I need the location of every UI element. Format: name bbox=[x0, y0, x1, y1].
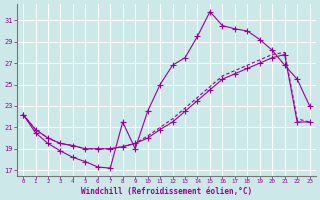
X-axis label: Windchill (Refroidissement éolien,°C): Windchill (Refroidissement éolien,°C) bbox=[81, 187, 252, 196]
